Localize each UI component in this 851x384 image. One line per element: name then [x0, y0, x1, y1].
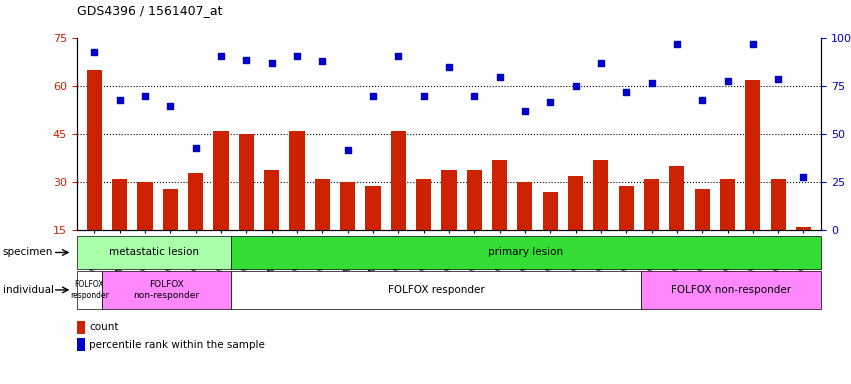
Bar [77, 236, 231, 269]
Bar [642, 271, 821, 309]
Bar [694, 189, 710, 278]
Bar [619, 185, 634, 278]
Text: FOLFOX
non-responder: FOLFOX non-responder [134, 280, 199, 300]
Point [443, 64, 456, 70]
Point [366, 93, 380, 99]
Bar [315, 179, 330, 278]
Point [797, 174, 810, 180]
Bar [238, 134, 254, 278]
Point [189, 145, 203, 151]
Bar [264, 170, 279, 278]
Bar [720, 179, 735, 278]
Bar [340, 182, 355, 278]
Point [417, 93, 431, 99]
Point [290, 53, 304, 59]
Bar [669, 166, 684, 278]
Bar [365, 185, 380, 278]
Bar [112, 179, 128, 278]
Point [214, 53, 228, 59]
Text: FOLFOX responder: FOLFOX responder [388, 285, 484, 295]
Point [670, 41, 683, 47]
Bar [231, 271, 642, 309]
Bar [745, 80, 761, 278]
Point [113, 97, 127, 103]
Point [340, 147, 354, 153]
Bar [289, 131, 305, 278]
Point [771, 76, 785, 82]
Text: count: count [89, 322, 119, 333]
Bar [391, 131, 406, 278]
Point [746, 41, 760, 47]
Point [645, 79, 659, 86]
Point [265, 60, 278, 66]
Bar [644, 179, 660, 278]
Point [493, 74, 506, 80]
Bar [796, 227, 811, 278]
Point [163, 103, 177, 109]
Bar [543, 192, 557, 278]
Text: primary lesion: primary lesion [488, 247, 563, 258]
Point [594, 60, 608, 66]
Bar [517, 182, 533, 278]
Text: percentile rank within the sample: percentile rank within the sample [89, 339, 266, 350]
Bar [231, 236, 821, 269]
Text: FOLFOX
responder: FOLFOX responder [70, 280, 109, 300]
Bar [163, 189, 178, 278]
Text: GDS4396 / 1561407_at: GDS4396 / 1561407_at [77, 4, 222, 17]
Point [316, 58, 329, 65]
Point [568, 83, 582, 89]
Bar [442, 170, 456, 278]
Text: metastatic lesion: metastatic lesion [109, 247, 198, 258]
Bar [466, 170, 482, 278]
Bar [214, 131, 229, 278]
Point [695, 97, 709, 103]
Text: FOLFOX non-responder: FOLFOX non-responder [671, 285, 791, 295]
Point [620, 89, 633, 95]
Bar [770, 179, 785, 278]
Bar [188, 173, 203, 278]
Bar [416, 179, 431, 278]
Bar [492, 160, 507, 278]
Bar [593, 160, 608, 278]
Bar [102, 271, 231, 309]
Bar [87, 70, 102, 278]
Point [518, 108, 532, 114]
Point [138, 93, 151, 99]
Bar [568, 176, 583, 278]
Point [721, 78, 734, 84]
Text: specimen: specimen [3, 247, 53, 258]
Point [467, 93, 481, 99]
Point [544, 99, 557, 105]
Bar [77, 271, 102, 309]
Point [391, 53, 405, 59]
Text: individual: individual [3, 285, 54, 295]
Point [239, 56, 253, 63]
Bar [137, 182, 152, 278]
Point [88, 49, 101, 55]
